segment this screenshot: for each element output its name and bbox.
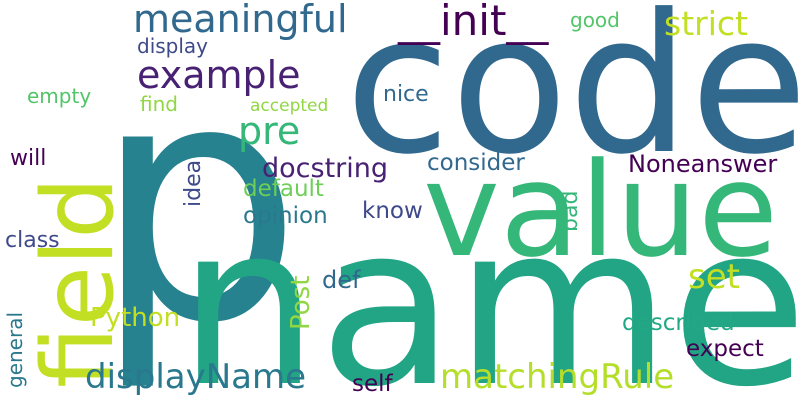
word-find: find <box>140 92 178 116</box>
word-empty: empty <box>27 84 92 108</box>
word-idea: idea <box>181 159 206 207</box>
word-meaningful: meaningful <box>133 0 348 41</box>
word-pre: pre <box>238 109 301 153</box>
word-example: example <box>137 53 301 97</box>
word-displayname: displayName <box>85 357 307 397</box>
word-set: set <box>688 257 740 297</box>
word-display: display <box>137 34 209 58</box>
word-good: good <box>570 8 620 32</box>
word-init: __init__ <box>398 0 549 45</box>
word-p: p <box>93 11 302 395</box>
word-described: described <box>622 310 735 336</box>
word-default: default <box>243 176 324 202</box>
word-self: self <box>352 371 393 397</box>
word-expect: expect <box>686 336 764 362</box>
word-bad: bad <box>558 190 583 232</box>
word-know: know <box>362 198 423 224</box>
word-post: Post <box>286 275 316 330</box>
word-python: Python <box>90 303 181 333</box>
word-noneanswer: Noneanswer <box>628 150 778 178</box>
word-strict: strict <box>664 4 748 43</box>
word-nice: nice <box>383 82 429 107</box>
word-consider: consider <box>427 150 525 176</box>
word-code: code <box>345 0 800 197</box>
word-value: value <box>423 134 779 286</box>
word-class: class <box>5 228 60 253</box>
word-matchingrule: matchingRule <box>440 357 675 397</box>
word-docstring: docstring <box>262 153 389 184</box>
word-opinion: opinion <box>243 203 328 229</box>
word-general: general <box>3 311 27 388</box>
word-name: name <box>178 178 800 400</box>
word-def: def <box>322 266 361 294</box>
word-accepted: accepted <box>250 96 329 116</box>
word-will: will <box>10 146 47 171</box>
